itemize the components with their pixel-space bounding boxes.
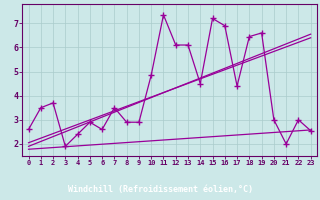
Text: Windchill (Refroidissement éolien,°C): Windchill (Refroidissement éolien,°C): [68, 185, 252, 194]
